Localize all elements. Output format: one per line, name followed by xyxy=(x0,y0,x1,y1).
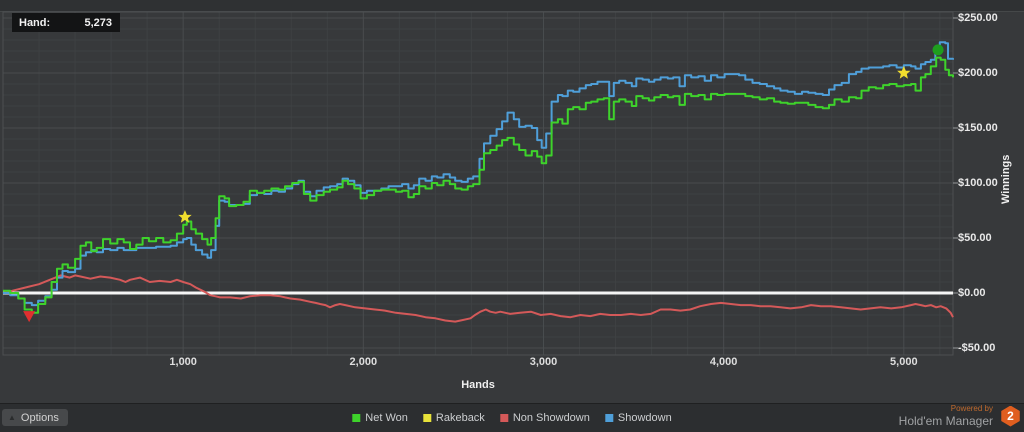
x-axis-title: Hands xyxy=(461,379,495,391)
legend-label: Rakeback xyxy=(435,412,485,424)
brand-text: Powered by Hold'em Manager xyxy=(898,404,993,428)
legend-swatch-rakeback xyxy=(422,414,431,422)
y-axis-title: Winnings xyxy=(1000,154,1012,204)
legend-label: Net Won xyxy=(365,412,408,424)
hm2-badge-number: 2 xyxy=(1007,408,1014,423)
series-line-net-won xyxy=(3,56,954,314)
hand-tooltip-label: Hand: xyxy=(19,16,51,29)
marker-star xyxy=(897,66,911,79)
x-tick-label: 4,000 xyxy=(709,356,738,368)
hm2-badge-icon: 2 xyxy=(1001,405,1020,427)
branding: Powered by Hold'em Manager 2 xyxy=(899,405,1021,427)
y-tick-label: -$50.00 xyxy=(958,341,996,354)
y-tick-label: $0.00 xyxy=(958,286,986,299)
legend-swatch-non-showdown xyxy=(499,414,508,422)
legend: Net Won Rakeback Non Showdown Showdown xyxy=(352,404,672,432)
options-button-label: Options xyxy=(20,411,59,424)
legend-item-showdown[interactable]: Showdown xyxy=(604,412,672,424)
legend-swatch-showdown xyxy=(604,414,613,422)
legend-item-rakeback[interactable]: Rakeback xyxy=(422,412,485,424)
x-tick-label: 2,000 xyxy=(349,356,378,368)
x-tick-label: 1,000 xyxy=(169,356,197,368)
marker-circle xyxy=(932,44,944,56)
hand-tooltip-value: 5,273 xyxy=(84,16,112,29)
y-tick-label: $200.00 xyxy=(958,66,998,79)
collapse-arrow-icon: ▲ xyxy=(8,412,16,422)
hand-tooltip: Hand: 5,273 xyxy=(12,13,120,32)
brand-name-text: Hold'em Manager xyxy=(898,414,993,428)
y-tick-label: $150.00 xyxy=(958,121,998,134)
legend-label: Non Showdown xyxy=(512,412,590,424)
y-tick-label: $50.00 xyxy=(958,231,992,244)
legend-item-net-won[interactable]: Net Won xyxy=(352,412,408,424)
bottom-bar: ▲ Options Net Won Rakeback Non Showdown Sho… xyxy=(0,403,1024,432)
series-line-showdown xyxy=(3,41,954,307)
powered-by-text: Powered by xyxy=(950,404,993,413)
options-button[interactable]: ▲ Options xyxy=(2,409,68,426)
legend-item-non-showdown[interactable]: Non Showdown xyxy=(499,412,590,424)
y-tick-label: $100.00 xyxy=(958,176,998,189)
marker-star xyxy=(178,210,192,223)
x-tick-label: 3,000 xyxy=(529,356,558,368)
legend-swatch-net-won xyxy=(352,414,361,422)
series-line-non-showdown xyxy=(2,274,954,323)
legend-label: Showdown xyxy=(617,412,672,424)
marker-triangle-down xyxy=(23,311,36,323)
x-tick-label: 5,000 xyxy=(890,356,918,368)
y-tick-label: $250.00 xyxy=(958,11,998,24)
